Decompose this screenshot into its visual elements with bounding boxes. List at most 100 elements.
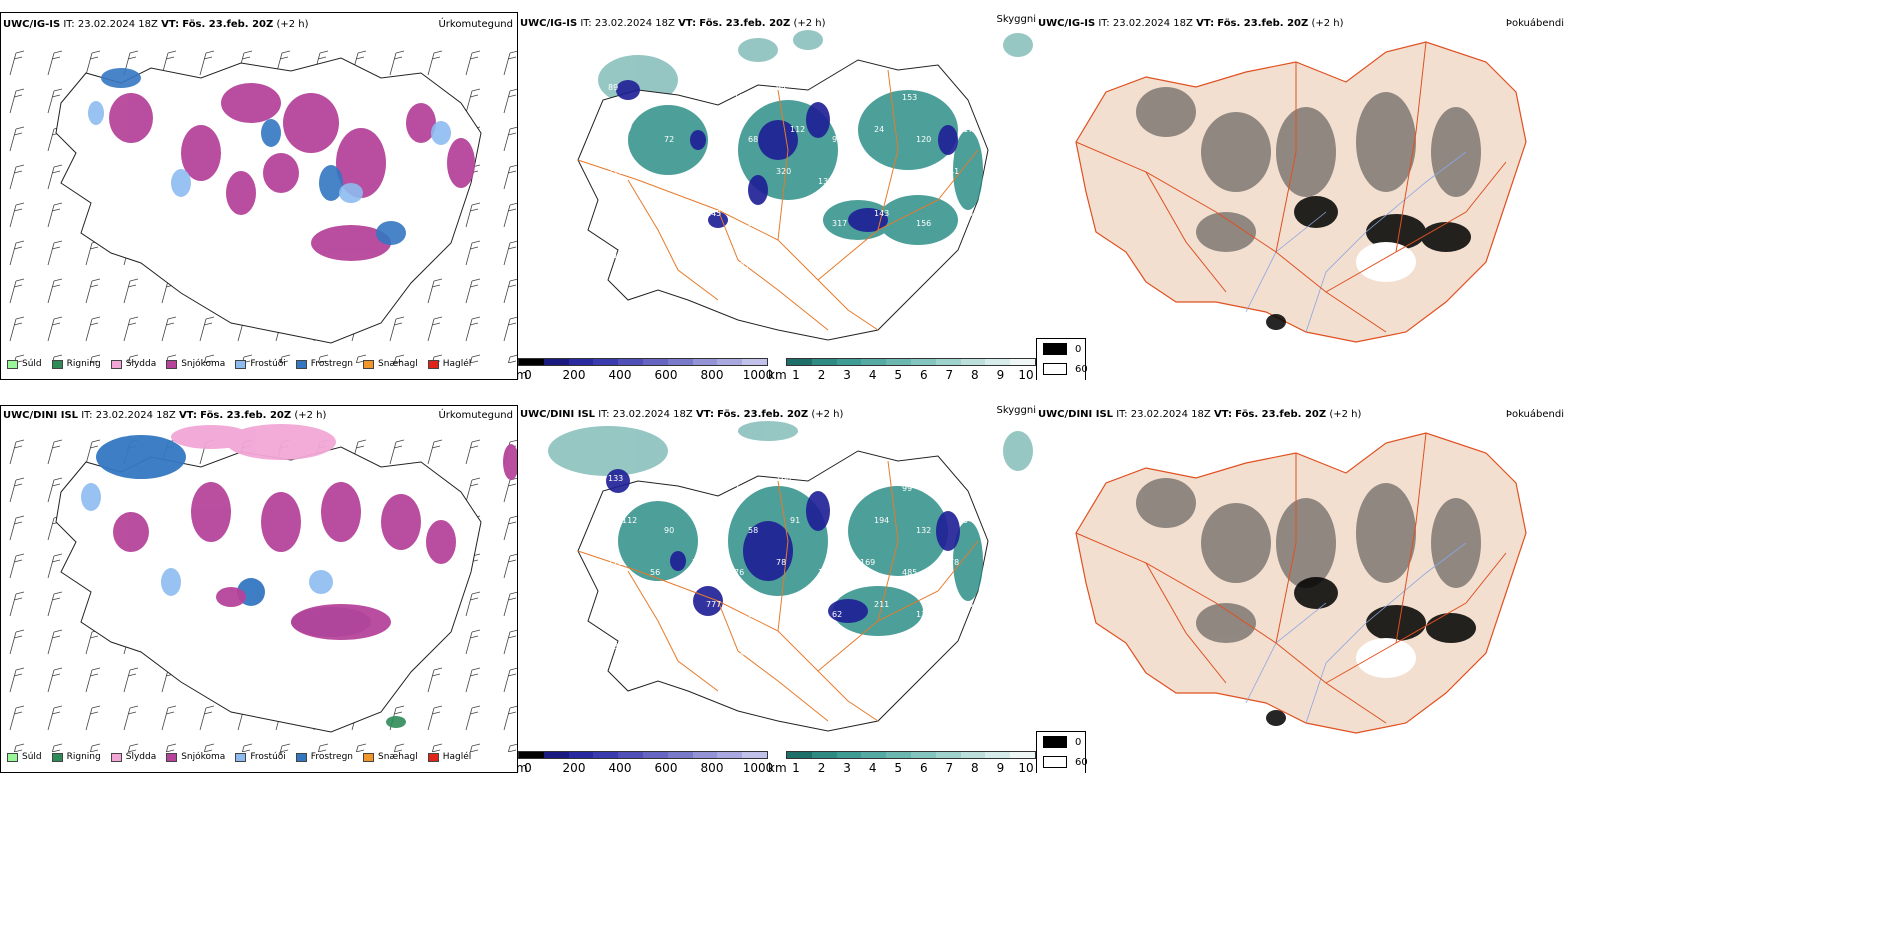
scale-segment (717, 752, 743, 758)
cloud-base-label: 74 (692, 558, 702, 567)
wind-barb (465, 240, 481, 266)
scale-segment (1010, 359, 1035, 365)
cloud-base-label: 62 (832, 610, 842, 619)
wind-barb (161, 705, 177, 731)
scale-segment (692, 752, 718, 758)
visibility-scale: 1 2 3 4 5 6 7 8 9 10 km (768, 358, 1036, 380)
wind-barb (503, 240, 517, 266)
wind-barb (503, 629, 517, 655)
scale-tick-label: 5 (894, 368, 903, 380)
panel-name: Þokuábendi (1505, 18, 1564, 29)
fog-legend-row: 60 (1043, 363, 1088, 375)
wind-barb (469, 354, 481, 363)
scale-segment (742, 752, 767, 758)
wind-barb (279, 354, 291, 363)
cloud-base-label: 152 (692, 167, 707, 176)
visibility-teal-areas (628, 90, 983, 245)
cloud-base-label: 103 (832, 526, 847, 535)
wind-barb (9, 629, 25, 655)
cloud-base-labels: 133 124 185 76 160 94 146 99 82 112 90 62 58 91 103 194… (608, 474, 973, 661)
wind-barb (9, 126, 25, 152)
wind-barb (389, 439, 405, 465)
scale-tick-label: 600 (654, 761, 678, 773)
precip-legend-item: Haglél (427, 359, 471, 369)
wind-barb (165, 743, 177, 752)
scale-segment (836, 359, 862, 365)
wind-barb (85, 50, 101, 76)
wind-barb (503, 705, 517, 731)
scale-segment (886, 752, 911, 758)
cloud-base-unit: m (518, 368, 528, 380)
visibility-panel-row1: UWC/IG-IS IT: 23.02.2024 18Z VT: Fös. 23… (518, 12, 1036, 380)
legend-label: Frostregn (310, 359, 354, 369)
wind-barb (465, 316, 481, 342)
scale-segment (985, 752, 1011, 758)
scale-tick-label: 0 (524, 761, 532, 773)
wind-barb (503, 126, 517, 152)
scale-tick-label: 10 (1018, 761, 1034, 773)
precip-type-panel-row1: UWC/IG-IS IT: 23.02.2024 18Z VT: Fös. 23… (0, 12, 518, 380)
precip-type-panel-row2: UWC/DINI ISL IT: 23.02.2024 18Z VT: Fös.… (0, 405, 518, 773)
cloud-base-label: 100 (664, 219, 679, 228)
wind-barb (47, 477, 63, 503)
wind-barb (9, 515, 25, 541)
scale-tick-label: 400 (608, 761, 632, 773)
cloud-base-label: 211 (874, 600, 889, 609)
scale-tick-label: 2 (817, 368, 826, 380)
scale-tick-label: 6 (919, 368, 928, 380)
wind-barb (9, 50, 25, 76)
scale-segment (811, 359, 837, 365)
cloud-base-label: 76 (734, 177, 744, 186)
wind-barb (9, 316, 25, 342)
wind-barb (203, 354, 215, 363)
cloud-base-label: 69 (958, 516, 968, 525)
scale-segment (593, 359, 619, 365)
wind-barb (503, 202, 517, 228)
scale-segment (618, 359, 643, 365)
legend-label: Frostregn (310, 752, 354, 762)
low-cloud-base-areas (616, 80, 958, 232)
wind-barb (393, 354, 405, 363)
wind-barb (427, 667, 443, 693)
wind-barb (503, 278, 517, 304)
precip-legend-item: Frostregn (295, 359, 354, 369)
scale-segment (960, 752, 986, 758)
scale-segment (910, 752, 936, 758)
scale-segment (742, 359, 767, 365)
legend-label: Snæhagl (378, 359, 418, 369)
wind-barb (427, 705, 443, 731)
wind-barb (47, 50, 63, 76)
cloud-base-label: 138 (916, 610, 931, 619)
cloud-base-label: 121 (790, 209, 805, 218)
cloud-base-label: 143 (874, 209, 889, 218)
wind-barb (355, 743, 367, 752)
visibility-map: 89 92 121 119 94 101 75 153 97 77 72 70 68 112 92 24 120… (577, 30, 1033, 341)
wind-barb (9, 667, 25, 693)
precip-legend-item: Súld (7, 752, 42, 762)
visibility-map: 133 124 185 76 160 94 146 99 82 112 90 62 58 91 103 194… (548, 421, 1033, 732)
cloud-base-colorbar (518, 751, 768, 759)
legend-swatch (427, 359, 439, 369)
wind-barb (123, 278, 139, 304)
wind-barb (47, 667, 63, 693)
wind-barb (89, 743, 101, 752)
wind-barb (465, 278, 481, 304)
fog-panel-row1: UWC/IG-IS IT: 23.02.2024 18Z VT: Fös. 23… (1036, 12, 1566, 380)
cloud-base-label: 58 (748, 526, 758, 535)
wind-barb (89, 354, 101, 363)
precip-map (9, 424, 517, 752)
wind-barb (47, 164, 63, 190)
wind-barb (13, 743, 25, 752)
cloud-base-label: 241 (944, 167, 959, 176)
cloud-base-label: 777 (706, 600, 721, 609)
cloud-base-label: 161 (664, 610, 679, 619)
scale-segment (811, 752, 837, 758)
scale-segment (935, 752, 961, 758)
precip-legend-item: Rigning (51, 752, 101, 762)
cloud-base-label: 195 (734, 261, 749, 270)
cloud-base-label: 156 (916, 219, 931, 228)
scale-tick-label: 10 (1018, 368, 1034, 380)
wind-barb (9, 439, 25, 465)
wind-barb (241, 743, 253, 752)
scale-segment (568, 752, 594, 758)
